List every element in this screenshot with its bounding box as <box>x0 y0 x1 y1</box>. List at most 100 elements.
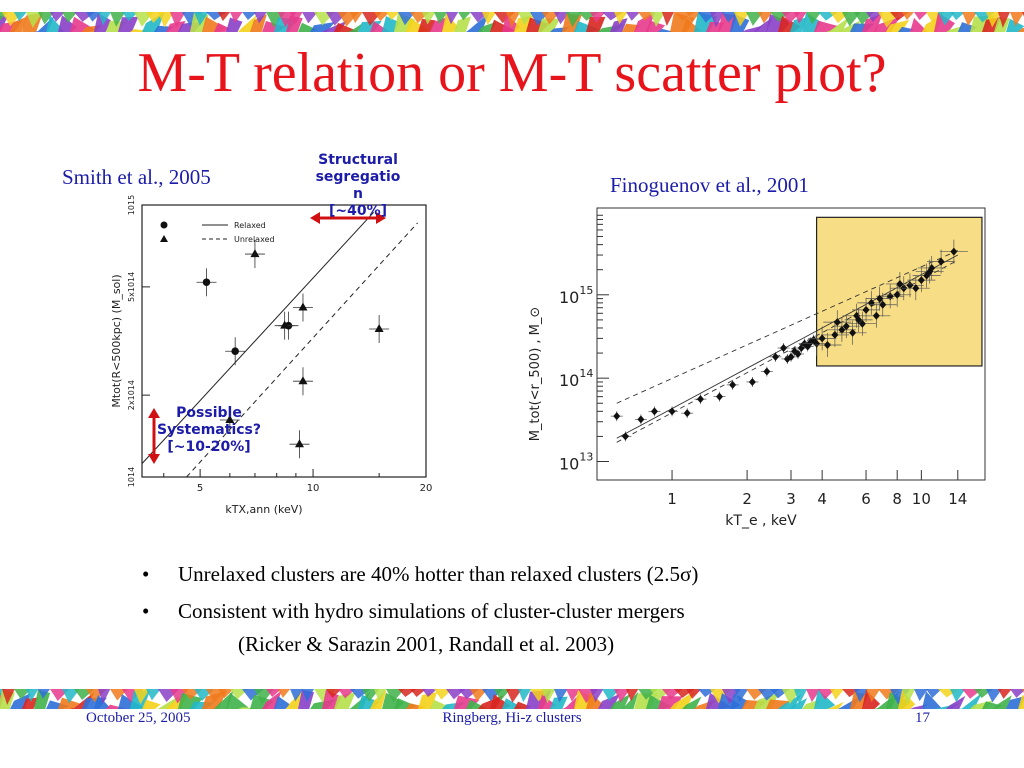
band-shape <box>754 692 780 709</box>
band-shape <box>310 21 335 32</box>
data-point <box>772 352 780 361</box>
band-shape <box>902 12 915 21</box>
band-shape <box>518 689 532 703</box>
x-tick-label: 20 <box>420 483 433 494</box>
data-point <box>833 318 841 327</box>
band-shape <box>410 689 427 698</box>
band-shape <box>866 12 883 22</box>
data-point <box>787 352 795 361</box>
band-shape <box>94 694 111 709</box>
data-point <box>668 407 676 416</box>
data-point <box>842 322 850 331</box>
band-shape <box>398 12 416 26</box>
bullet-marker: • <box>142 562 150 586</box>
y-tick-exponent: 15 <box>579 284 593 297</box>
band-shape <box>302 12 318 24</box>
data-point <box>831 330 839 339</box>
band-shape <box>830 689 845 700</box>
band-shape <box>554 689 568 703</box>
y-tick-exponent: 13 <box>579 451 593 464</box>
y-tick-label: 1013 <box>559 451 593 474</box>
data-point <box>763 367 771 376</box>
data-point-unrelaxed <box>280 320 290 329</box>
band-shape <box>26 689 39 702</box>
band-shape <box>494 689 511 701</box>
data-point <box>912 284 920 293</box>
data-point <box>926 267 934 276</box>
data-point <box>794 349 802 358</box>
data-point <box>879 300 887 309</box>
data-point <box>729 380 737 389</box>
data-point <box>906 281 914 290</box>
annotation-structural-segregation: Structural segregatio n [~40%] <box>300 152 416 220</box>
annotation-line: Systematics? <box>156 422 261 438</box>
band-shape <box>614 689 631 703</box>
band-shape <box>646 20 666 32</box>
band-shape <box>550 696 568 709</box>
band-shape <box>98 12 111 26</box>
band-shape <box>118 16 139 32</box>
x-tick-label: 3 <box>786 490 796 508</box>
annotation-line: n <box>353 186 363 202</box>
band-shape <box>146 689 161 701</box>
data-point <box>621 432 629 441</box>
band-shape <box>110 12 126 27</box>
band-shape <box>214 22 231 32</box>
data-point <box>823 340 831 349</box>
data-point <box>858 319 866 328</box>
band-shape <box>14 689 32 700</box>
band-shape <box>650 12 666 27</box>
bottom-decorative-band <box>0 689 1024 709</box>
x-axis-label: kT_e , keV <box>725 513 797 529</box>
annotation-possible-systematics: Possible Systematics? [~10-20%] <box>150 405 268 456</box>
data-point <box>917 276 925 285</box>
y-tick-label: 1015 <box>559 284 593 307</box>
band-shape <box>170 12 186 28</box>
smith-plot-panel: 1014 2x1014 5x1014 1015 5 10 20 kTX,ann (keV) Mt… <box>110 190 440 520</box>
band-shape <box>790 697 808 709</box>
data-point <box>937 257 945 266</box>
band-shape <box>38 12 55 25</box>
band-shape <box>302 689 315 703</box>
band-shape <box>250 14 267 32</box>
data-point <box>896 279 904 288</box>
band-shape <box>482 12 497 26</box>
legend-label-unrelaxed: Unrelaxed <box>234 235 275 244</box>
band-shape <box>946 695 966 709</box>
band-shape <box>914 12 928 21</box>
data-point <box>696 395 704 404</box>
bullet-marker: • <box>142 599 150 623</box>
band-shape <box>986 12 1002 28</box>
data-point <box>838 325 846 334</box>
data-point <box>818 334 826 343</box>
band-shape <box>950 689 966 703</box>
band-shape <box>1006 18 1024 32</box>
band-shape <box>1010 689 1024 698</box>
systematics-arrow-head <box>148 454 160 464</box>
annotation-line: Structural <box>318 152 398 168</box>
band-shape <box>910 17 928 32</box>
band-shape <box>806 12 822 25</box>
band-shape <box>38 689 51 699</box>
data-point <box>748 377 756 386</box>
band-shape <box>538 694 556 709</box>
data-point <box>876 294 884 303</box>
data-point <box>650 407 658 416</box>
data-point <box>813 339 821 348</box>
band-shape <box>938 12 955 26</box>
band-shape <box>110 689 129 701</box>
data-point <box>797 344 805 353</box>
footer-page-number: 17 <box>915 710 930 726</box>
band-shape <box>898 26 915 32</box>
band-shape <box>758 12 773 24</box>
data-point <box>613 412 621 421</box>
band-shape <box>58 697 80 709</box>
data-point <box>950 247 958 256</box>
band-shape <box>610 18 628 32</box>
data-point-unrelaxed <box>225 415 235 424</box>
band-shape <box>62 12 78 23</box>
y-tick-label: 2x1014 <box>127 380 136 410</box>
band-shape <box>254 12 267 24</box>
band-shape <box>794 12 807 24</box>
x-tick-label: 4 <box>817 490 827 508</box>
